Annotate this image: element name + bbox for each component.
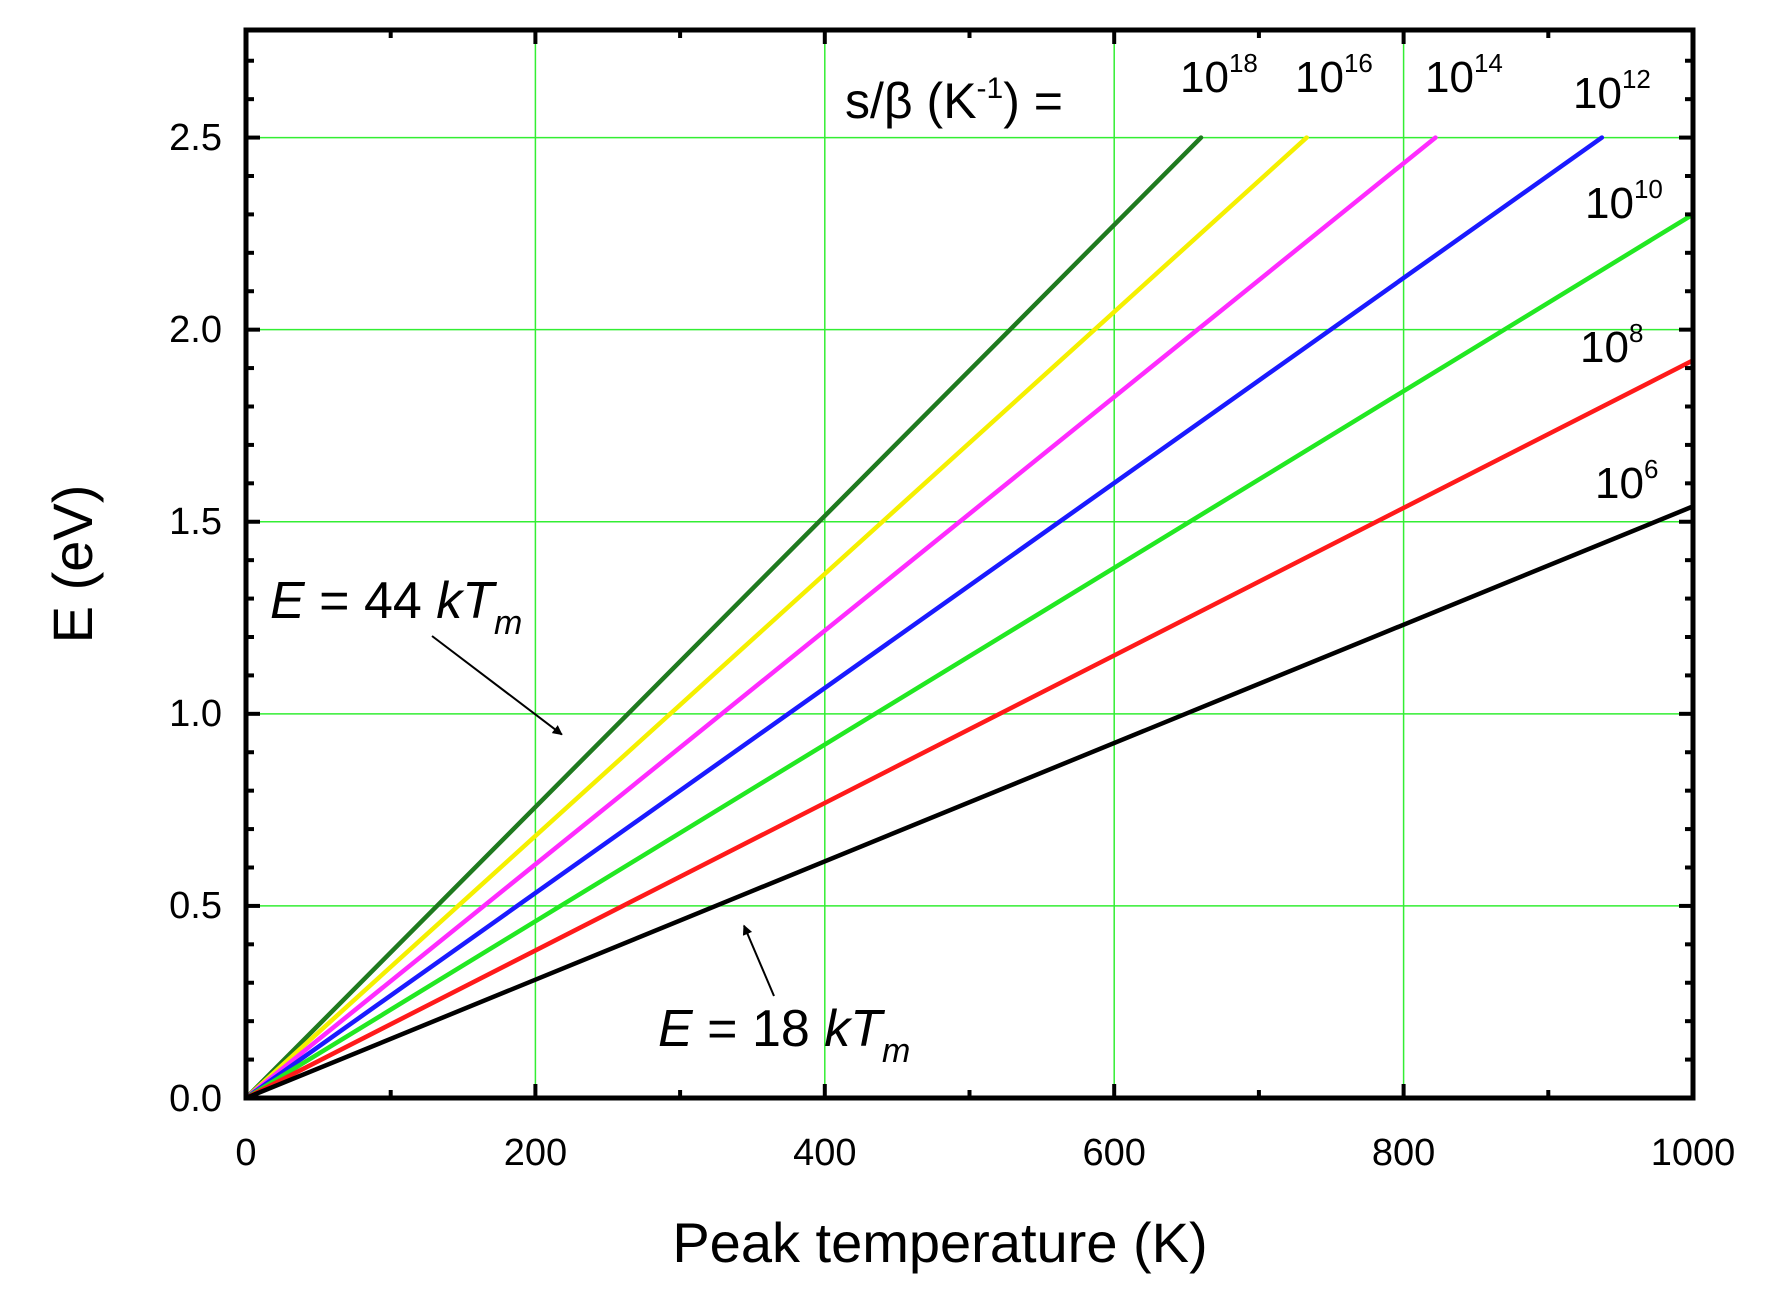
- x-tick-label-0: 0: [235, 1132, 256, 1174]
- y-tick-label-2.5: 2.5: [169, 117, 222, 159]
- y-tick-label-0.5: 0.5: [169, 885, 222, 927]
- annotation-upper-mid: = 44: [305, 572, 437, 630]
- annotation-lower-arrow: [742, 924, 775, 997]
- legend-title-tail: ) =: [1003, 73, 1063, 129]
- series-label-1e14: 1014: [1425, 48, 1503, 102]
- y-tick-label-2.0: 2.0: [169, 309, 222, 351]
- annotation-upper-sub: m: [494, 604, 522, 642]
- series-label-1e18-exp: 18: [1229, 48, 1258, 78]
- x-tick-labels: 0 200 400 600 800 1000: [235, 1132, 1735, 1174]
- x-axis-title: Peak temperature (K): [672, 1211, 1207, 1274]
- legend-title: s/β (K-1) =: [845, 72, 1063, 129]
- series-label-1e12-base: 10: [1573, 69, 1622, 118]
- y-tick-labels: 0.0 0.5 1.0 1.5 2.0 2.5: [169, 117, 222, 1120]
- series-label-1e12-exp: 12: [1622, 64, 1651, 94]
- annotation-lower-sub: m: [882, 1032, 910, 1070]
- series-label-1e10: 1010: [1585, 174, 1663, 228]
- series-line-10e6: [243, 504, 1696, 1101]
- y-tick-label-1.5: 1.5: [169, 501, 222, 543]
- x-tick-label-1000: 1000: [1651, 1132, 1736, 1174]
- grid-lines: [246, 30, 1693, 1098]
- series-label-1e14-exp: 14: [1474, 48, 1503, 78]
- annotation-upper-arrow: [431, 635, 563, 736]
- y-axis-title: E (eV): [41, 485, 104, 644]
- series-label-1e6-exp: 6: [1644, 454, 1658, 484]
- x-tick-label-400: 400: [793, 1132, 856, 1174]
- annotation-upper-k: kT: [436, 572, 497, 630]
- series-line-10e10: [243, 212, 1696, 1101]
- series-label-1e8-base: 10: [1580, 323, 1629, 372]
- series-line-10e16: [243, 135, 1309, 1101]
- series-label-1e14-base: 10: [1425, 53, 1474, 102]
- annotation-upper-prefix: E: [270, 572, 306, 630]
- y-tick-label-1.0: 1.0: [169, 693, 222, 735]
- series-label-1e16: 1016: [1295, 48, 1373, 102]
- series-line-10e14: [243, 135, 1438, 1101]
- series-label-1e6: 106: [1595, 454, 1658, 508]
- series-line-10e18: [243, 135, 1204, 1101]
- series-label-1e16-exp: 16: [1344, 48, 1373, 78]
- series-label-1e10-exp: 10: [1634, 174, 1663, 204]
- axis-ticks: [244, 30, 1695, 1100]
- series-label-1e10-base: 10: [1585, 179, 1634, 228]
- series-label-1e16-base: 10: [1295, 53, 1344, 102]
- series-line-10e8: [243, 358, 1696, 1101]
- annotation-upper: E = 44 kTm: [270, 572, 522, 642]
- series-label-1e8-exp: 8: [1629, 318, 1643, 348]
- legend-title-main: s/β (K: [845, 73, 977, 129]
- annotation-lower-mid: = 18: [693, 1000, 825, 1058]
- series-label-1e18-base: 10: [1180, 53, 1229, 102]
- series-label-1e18: 1018: [1180, 48, 1258, 102]
- x-tick-label-200: 200: [504, 1132, 567, 1174]
- series-label-1e6-base: 10: [1595, 459, 1644, 508]
- plot-frame: [243, 27, 1696, 1101]
- x-tick-label-800: 800: [1372, 1132, 1435, 1174]
- legend-title-sup: -1: [977, 72, 1004, 105]
- series-lines: [243, 135, 1696, 1101]
- series-label-1e12: 1012: [1573, 64, 1651, 118]
- series-labels: 1018 1016 1014 1012 1010 108 106: [1180, 48, 1663, 508]
- annotation-lower-prefix: E: [658, 1000, 694, 1058]
- y-tick-label-0.0: 0.0: [169, 1078, 222, 1120]
- series-line-10e12: [243, 135, 1605, 1101]
- annotation-lower-k: kT: [824, 1000, 885, 1058]
- series-label-1e8: 108: [1580, 318, 1643, 372]
- x-tick-label-600: 600: [1082, 1132, 1145, 1174]
- annotation-lower: E = 18 kTm: [658, 1000, 910, 1070]
